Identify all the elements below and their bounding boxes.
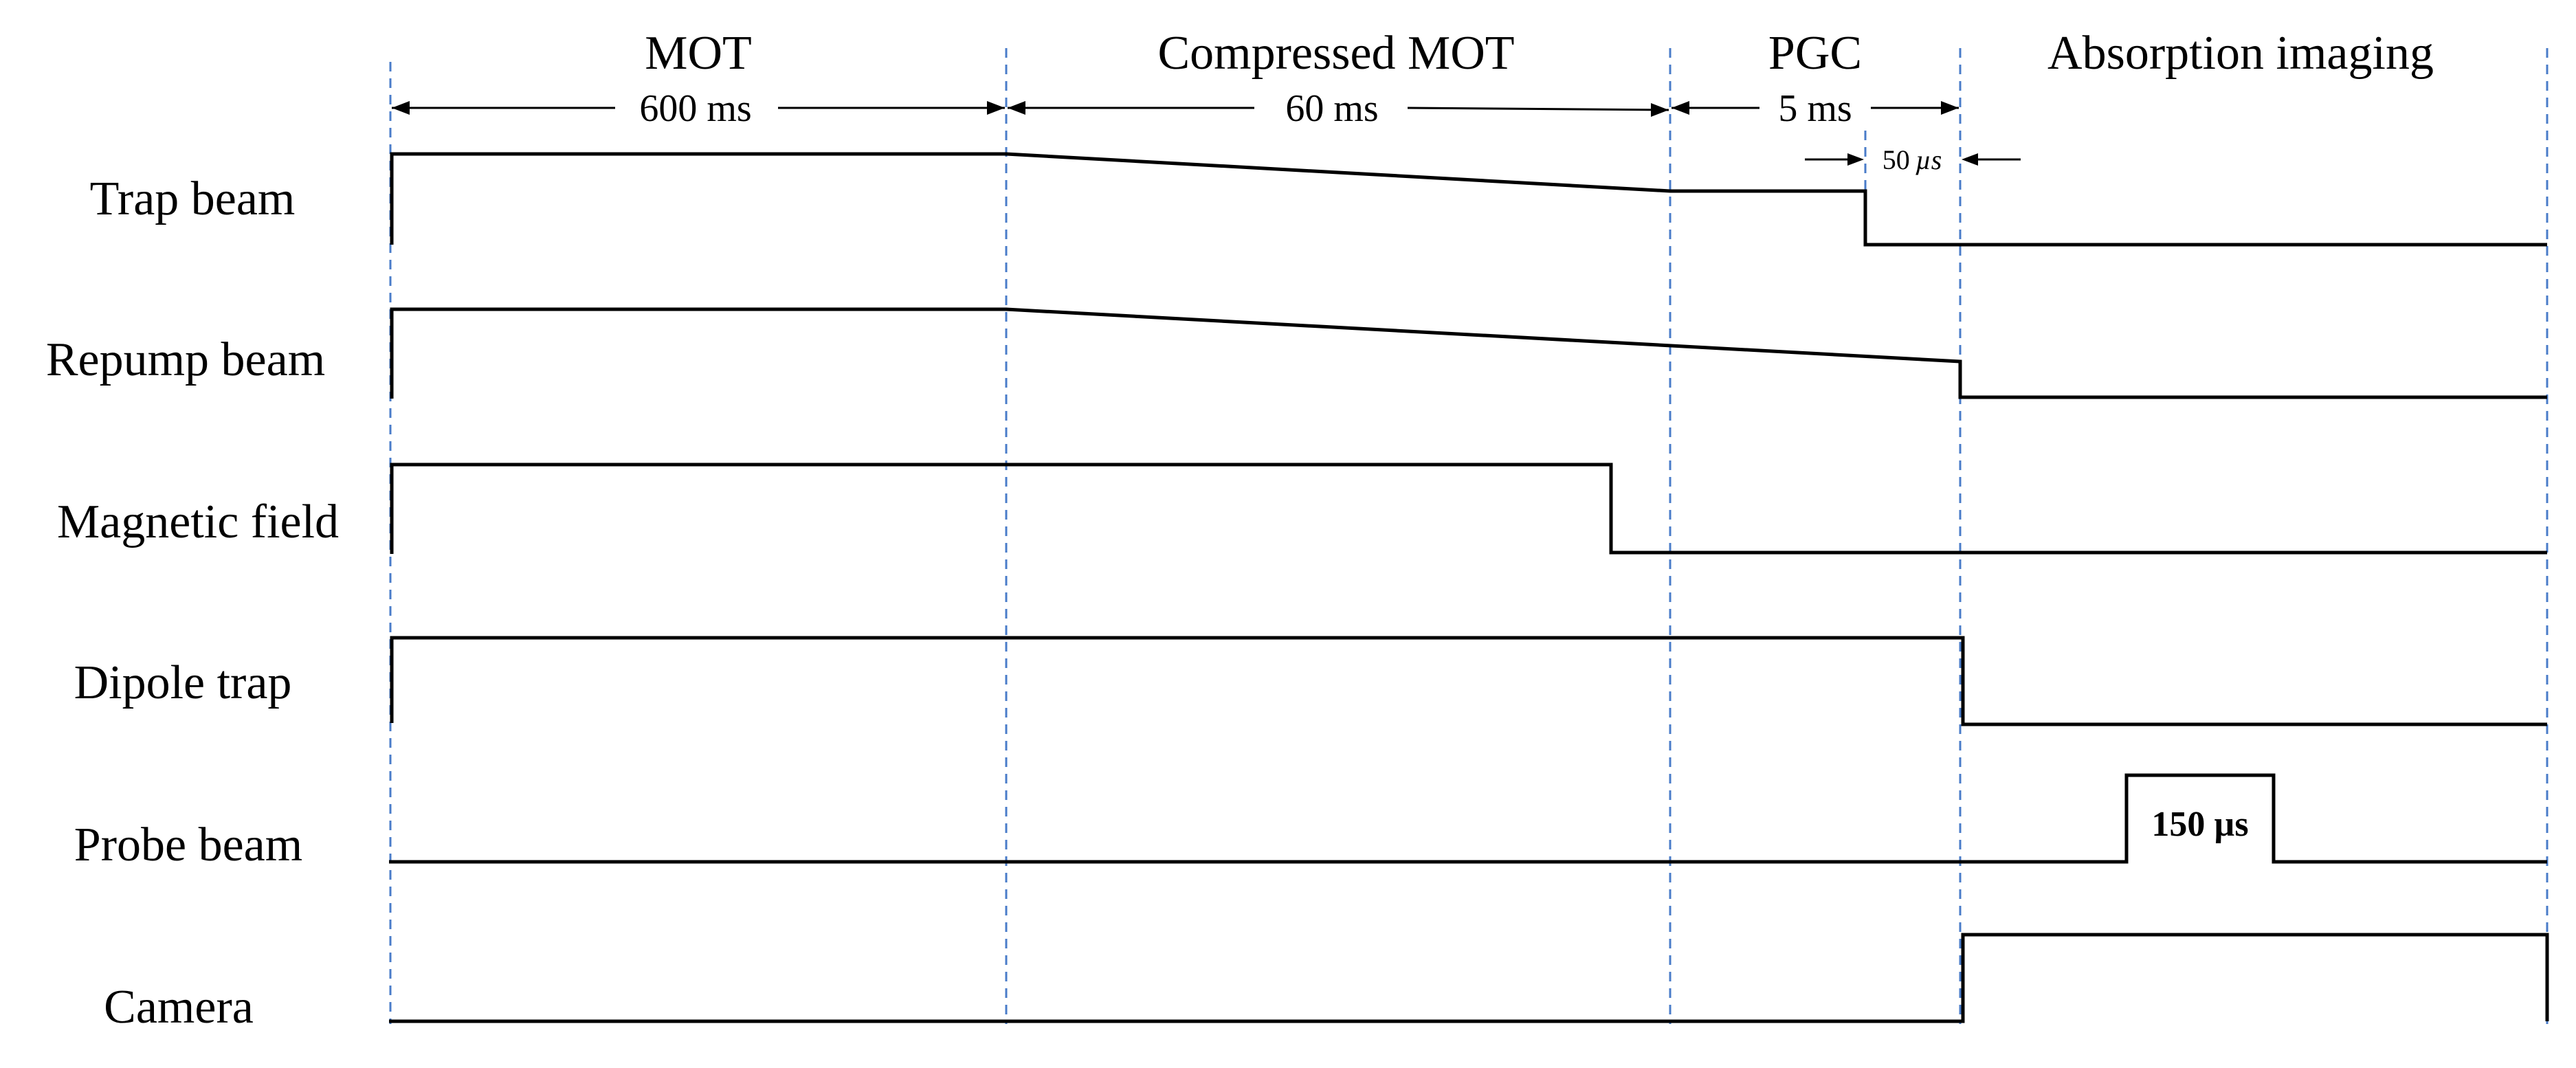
phase-dividers: [389, 48, 2549, 1024]
trace-dipole-trap: [390, 636, 2547, 726]
arrowhead-mot-right: [987, 101, 1005, 115]
arrowhead-cmot-right: [1651, 103, 1669, 117]
probe-pulse-label: 150 µs: [2151, 805, 2248, 844]
signal-label-repump-beam: Repump beam: [46, 333, 325, 386]
trace-camera: [389, 933, 2549, 1023]
duration-label-mot: 600 ms: [639, 87, 751, 130]
arrowhead-pgc-right: [1941, 101, 1959, 115]
signal-label-magnetic-field: Magnetic field: [57, 496, 339, 548]
duration-arrows: 600 ms 60 ms 5 ms 50 µs: [392, 87, 2021, 175]
duration-label-pgc: 5 ms: [1778, 87, 1852, 130]
signal-label-trap-beam: Trap beam: [90, 173, 296, 225]
duration-arrow-cmot-right: [1407, 107, 1669, 111]
arrowhead-pgc-left: [1672, 101, 1689, 115]
signal-label-camera: Camera: [104, 981, 254, 1034]
signal-label-dipole-trap: Dipole trap: [74, 656, 292, 709]
probe-pulse-label-text: 150 µs: [2151, 805, 2248, 844]
signal-labels: Trap beam Repump beam Magnetic field Dip…: [46, 173, 339, 1034]
phase-label-cmot: Compressed MOT: [1157, 27, 1514, 80]
trace-probe-beam: [389, 773, 2547, 864]
phase-labels: MOT Compressed MOT PGC Absorption imagin…: [645, 27, 2434, 80]
signal-traces: 150 µs: [389, 152, 2549, 1023]
sub-interval-arrowhead-right: [1962, 153, 1978, 166]
sub-interval-label: 50 µs: [1883, 144, 1942, 175]
sub-interval-value: 50: [1883, 144, 1910, 175]
phase-label-pgc: PGC: [1768, 27, 1862, 80]
trace-repump-beam: [390, 307, 2547, 399]
arrowhead-mot-left: [392, 101, 410, 115]
signal-label-probe-beam: Probe beam: [74, 819, 302, 871]
duration-label-cmot: 60 ms: [1285, 87, 1378, 130]
phase-label-imaging: Absorption imaging: [2047, 27, 2434, 80]
trace-magnetic-field: [390, 463, 2547, 555]
trace-trap-beam: [390, 152, 2547, 247]
arrowhead-cmot-left: [1008, 101, 1025, 115]
sub-interval-unit: µs: [1916, 144, 1942, 175]
phase-label-mot: MOT: [645, 27, 752, 80]
sub-interval-arrowhead-left: [1847, 153, 1864, 166]
